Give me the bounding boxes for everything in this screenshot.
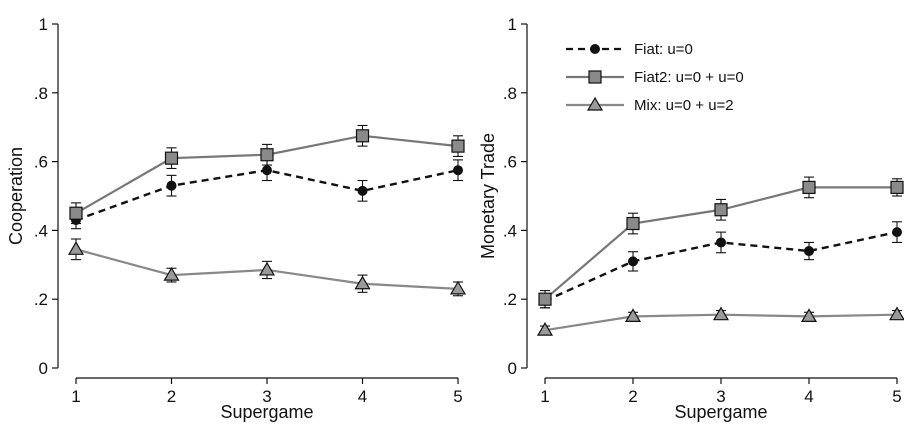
- legend-label-fiat2: Fiat2: u=0 + u=0: [634, 69, 744, 86]
- data-point-mix: [536, 321, 554, 336]
- y-axis-title: Cooperation: [6, 147, 26, 245]
- data-point-mix: [449, 280, 467, 295]
- data-point-mix: [800, 308, 818, 322]
- y-tick-label: .6: [34, 153, 48, 172]
- chart-panel-1: 0 .2 .4 .6 .8 1 1 2 3 4 5 Supergame Cooperation: [6, 15, 467, 422]
- data-point-mix: [67, 241, 85, 255]
- x-tick-label: 5: [453, 387, 462, 406]
- y-tick-label: .6: [503, 153, 517, 172]
- legend-label-mix: Mix: u=0 + u=2: [634, 97, 734, 114]
- data-point-fiat2: [714, 203, 728, 217]
- data-point-fiat2: [802, 180, 816, 194]
- data-point-fiat: [357, 185, 368, 196]
- legend: Fiat: u=0 Fiat2: u=0 + u=0 Mix: u=0 + u=2: [566, 41, 744, 114]
- data-point-mix: [888, 306, 904, 321]
- series-fiat2: [69, 124, 465, 225]
- x-tick-label: 4: [358, 387, 367, 406]
- y-tick-label: .4: [34, 221, 48, 240]
- chart-panel-2: 0 .2 .4 .6 .8 1 1 2 3 4 5 Supergame Monetary Trade Fi…: [478, 15, 904, 422]
- y-tick-label: 0: [508, 359, 517, 378]
- y-tick-label: .2: [34, 290, 48, 309]
- data-point-fiat2: [164, 151, 179, 165]
- data-point-fiat2: [538, 292, 552, 306]
- y-tick-label: 0: [39, 359, 48, 378]
- series-fiat: [540, 221, 902, 309]
- y-tick-label: .4: [503, 221, 517, 240]
- data-point-mix: [354, 275, 371, 290]
- y-tick-label: .2: [503, 290, 517, 309]
- x-tick-label: 2: [167, 387, 176, 406]
- x-tick-label: 3: [262, 387, 271, 406]
- data-point-fiat: [892, 227, 902, 238]
- data-point-fiat2: [355, 129, 370, 143]
- data-point-fiat2: [890, 180, 904, 194]
- x-tick-label: 3: [716, 387, 725, 406]
- data-point-fiat: [453, 165, 463, 176]
- x-tick-label: 4: [804, 387, 813, 406]
- series-mix: [536, 306, 904, 336]
- data-point-fiat: [166, 180, 177, 191]
- data-point-fiat: [262, 165, 272, 176]
- series-fiat: [71, 159, 463, 230]
- series-fiat2: [538, 176, 904, 309]
- data-point-fiat2: [260, 148, 274, 162]
- y-axis-title: Monetary Trade: [478, 133, 498, 259]
- y-tick-label: .8: [503, 84, 517, 103]
- data-point-fiat: [804, 246, 814, 257]
- y-tick-label: .8: [34, 84, 48, 103]
- x-axis-title: Supergame: [220, 402, 313, 422]
- x-tick-label: 1: [540, 387, 549, 406]
- y-tick-label: 1: [39, 15, 48, 34]
- data-point-fiat2: [451, 139, 465, 153]
- data-point-fiat: [628, 256, 638, 267]
- x-tick-label: 2: [628, 387, 637, 406]
- data-point-mix: [163, 266, 180, 281]
- data-point-fiat: [716, 237, 726, 248]
- data-point-fiat2: [626, 216, 640, 231]
- data-point-mix: [258, 261, 276, 276]
- data-point-mix: [712, 306, 730, 321]
- legend-marker-fiat: [590, 44, 600, 54]
- x-tick-label: 5: [892, 387, 901, 406]
- y-tick-label: 1: [508, 15, 517, 34]
- x-tick-label: 1: [71, 387, 80, 406]
- series-mix: [67, 238, 467, 297]
- legend-marker-fiat2: [588, 70, 602, 84]
- data-point-fiat2: [69, 206, 83, 220]
- legend-marker-mix: [586, 96, 604, 111]
- data-point-mix: [624, 308, 642, 322]
- x-axis-title: Supergame: [674, 402, 767, 422]
- legend-label-fiat: Fiat: u=0: [634, 41, 693, 58]
